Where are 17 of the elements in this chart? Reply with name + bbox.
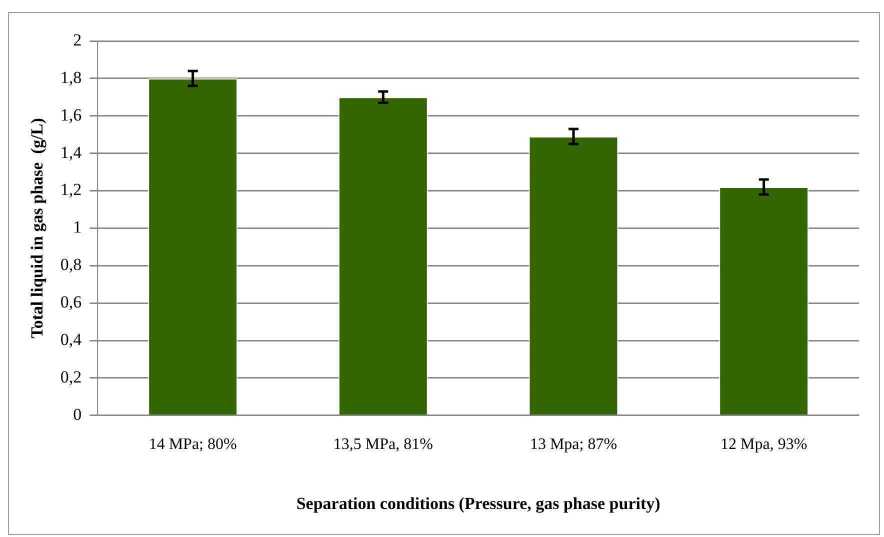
x-tick-label: 13 Mpa; 87% [530,436,618,454]
y-tick-label: 0,4 [60,330,82,349]
y-tick-label: 1,4 [60,142,82,162]
x-axis-title: Separation conditions (Pressure, gas phase purity) [296,494,660,514]
y-tick-label: 0 [73,404,82,424]
y-tick-label: 0,6 [60,292,82,312]
y-tick-label: 1,8 [60,68,82,87]
y-tick-label: 1,6 [60,105,82,124]
y-tick-label: 0,2 [60,367,82,386]
x-tick-label: 13,5 MPa, 81% [333,436,433,454]
y-tick-label: 1 [73,218,82,237]
y-tick-label: 1,2 [60,180,82,200]
x-tick-label: 12 Mpa, 93% [720,436,808,454]
y-axis-title: Total liquid in gas phase (g/L) [28,118,47,338]
y-tick-label: 0,8 [60,255,82,274]
y-tick-label: 2 [73,30,82,50]
x-tick-label: 14 MPa; 80% [148,436,237,454]
